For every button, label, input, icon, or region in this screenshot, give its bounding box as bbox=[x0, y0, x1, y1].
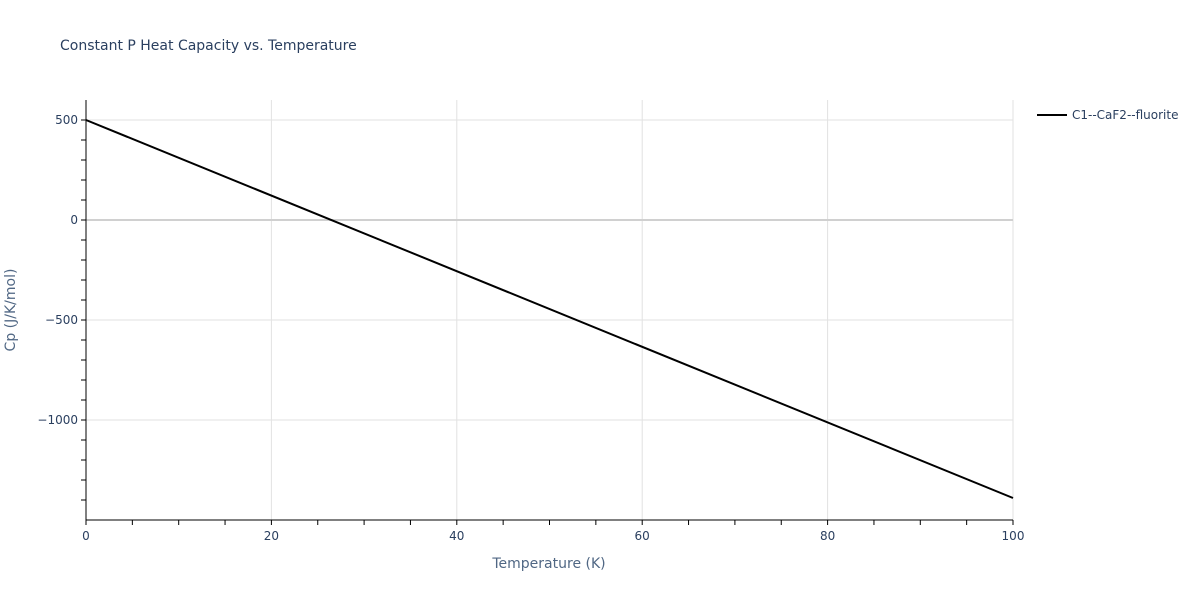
x-tick-label: 80 bbox=[820, 529, 835, 543]
x-tick-labels: 0 20 40 60 80 100 bbox=[82, 529, 1024, 543]
series-line bbox=[85, 119, 1014, 499]
y-tick-label: −500 bbox=[45, 313, 78, 327]
y-tick-labels: 500 0 −500 −1000 bbox=[37, 113, 78, 427]
x-axis-title: Temperature (K) bbox=[491, 556, 605, 572]
x-tick-label: 100 bbox=[1002, 529, 1025, 543]
y-tick-label: −1000 bbox=[37, 413, 78, 427]
legend[interactable]: C1--CaF2--fluorite bbox=[1037, 108, 1178, 122]
x-tick-label: 40 bbox=[449, 529, 464, 543]
x-tick-label: 20 bbox=[264, 529, 279, 543]
chart-title: Constant P Heat Capacity vs. Temperature bbox=[60, 38, 357, 54]
y-tick-label: 0 bbox=[70, 213, 78, 227]
x-tick-label: 60 bbox=[635, 529, 650, 543]
x-tick-label: 0 bbox=[82, 529, 90, 543]
y-tick-label: 500 bbox=[55, 113, 78, 127]
y-axis-title: Cp (J/K/mol) bbox=[3, 269, 19, 352]
grid bbox=[86, 100, 1014, 520]
series-group bbox=[85, 119, 1014, 499]
axes bbox=[81, 100, 1014, 525]
legend-label: C1--CaF2--fluorite bbox=[1072, 108, 1178, 122]
